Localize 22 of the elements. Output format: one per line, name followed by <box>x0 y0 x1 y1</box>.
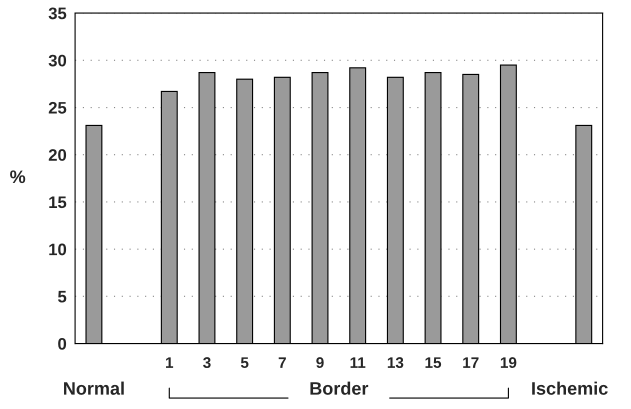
x-tick-label: 15 <box>426 357 442 368</box>
y-tick-label: 35 <box>48 7 66 20</box>
x-tick-label: 13 <box>388 357 404 368</box>
x-tick-label: 3 <box>203 357 211 368</box>
y-axis-title: % <box>10 170 26 184</box>
text: Border <box>310 382 368 395</box>
y-tick-label: 15 <box>49 196 66 208</box>
x-tick-label: 1 <box>166 357 174 368</box>
y-tick-label: 20 <box>48 149 66 161</box>
x-tick-label: 5 <box>240 357 248 368</box>
x-tick-label: 11 <box>350 357 366 368</box>
x-tick-label: 7 <box>278 357 286 368</box>
y-tick-label: 30 <box>48 54 66 67</box>
x-tick-label: 17 <box>463 357 479 368</box>
y-tick-label: 10 <box>49 244 66 256</box>
x-tick-label: Normal <box>64 382 124 395</box>
y-tick-label: 25 <box>48 102 66 114</box>
x-tick-label: 19 <box>500 357 516 368</box>
x-tick-label: 9 <box>316 357 324 368</box>
x-tick-label: Ischemic <box>532 382 608 395</box>
y-tick-label: 0 <box>58 338 66 350</box>
y-tick-label: 5 <box>58 290 66 303</box>
